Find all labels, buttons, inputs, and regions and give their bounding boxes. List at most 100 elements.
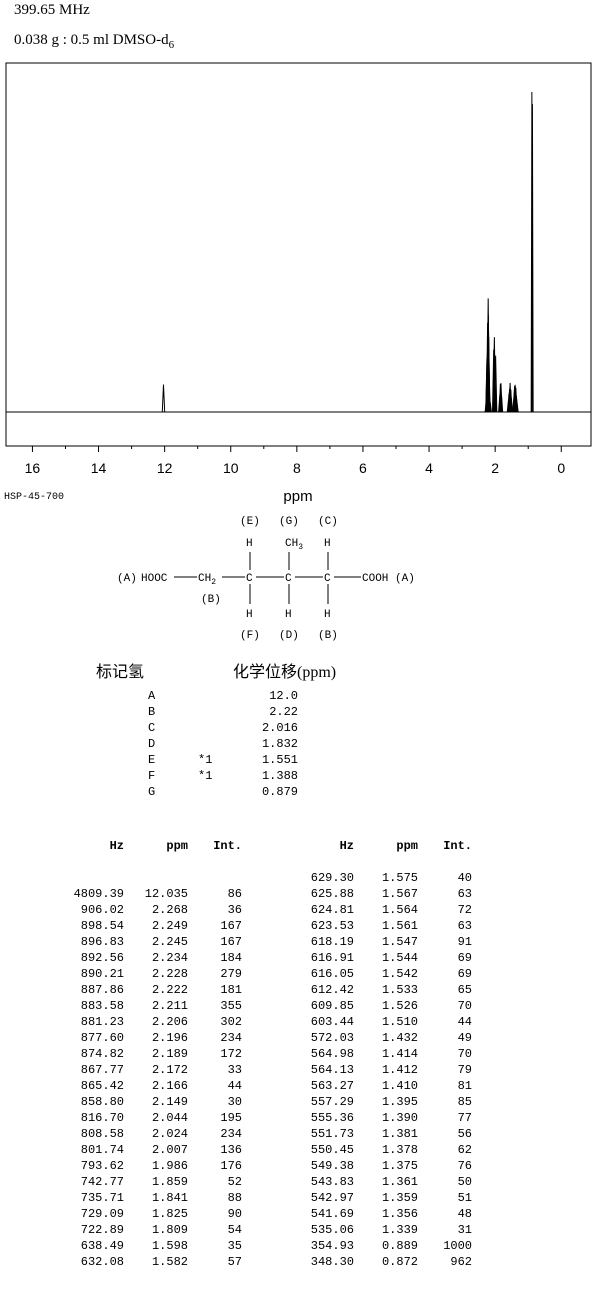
peak-int: 88 (227, 1191, 242, 1205)
peak-hz: 881.23 (80, 1015, 124, 1029)
peak-ppm: 1.561 (381, 919, 418, 933)
peak-hz: 793.62 (80, 1159, 124, 1173)
peak-row: 877.60 2.196 234 (56, 1030, 242, 1046)
ch3-group: CH3 (285, 538, 303, 552)
spectrum-peak (531, 104, 534, 413)
peak-row: 865.42 2.166 44 (56, 1078, 242, 1094)
label-b-bottom: (B) (318, 630, 338, 642)
peak-ppm: 1.359 (381, 1191, 418, 1205)
peak-int: 62 (457, 1143, 472, 1157)
peak-int: 176 (220, 1159, 242, 1173)
peak-int: 167 (220, 935, 242, 949)
assignment-shift: 1.832 (261, 737, 298, 751)
peak-ppm: 1.825 (151, 1207, 188, 1221)
assignment-note (198, 704, 250, 720)
peak-row: 801.74 2.007 136 (56, 1142, 242, 1158)
peak-hz: 632.08 (80, 1255, 124, 1269)
peak-int: 50 (457, 1175, 472, 1189)
peak-int: 184 (220, 951, 242, 965)
peak-int: 962 (450, 1255, 472, 1269)
peak-row: 629.30 1.575 40 (286, 870, 472, 886)
peak-hz: 898.54 (80, 919, 124, 933)
assignment-note: *1 (198, 769, 213, 783)
peak-hz: 535.06 (310, 1223, 354, 1237)
peak-row: 729.09 1.825 90 (56, 1206, 242, 1222)
header-spacer (56, 854, 242, 870)
peak-int: 48 (457, 1207, 472, 1221)
peak-hz: 735.71 (80, 1191, 124, 1205)
spectrum-peak (487, 356, 491, 413)
peak-int: 36 (227, 903, 242, 917)
carbon-3: C (324, 573, 331, 585)
peak-hz: 616.05 (310, 967, 354, 981)
peak-hz: 638.49 (80, 1239, 124, 1253)
sample-main-text: 0.038 g : 0.5 ml DMSO-d (14, 32, 169, 48)
peak-hz: 892.56 (80, 951, 124, 965)
peak-ppm: 2.024 (151, 1127, 188, 1141)
peak-hz: 563.27 (310, 1079, 354, 1093)
peak-int: 69 (457, 967, 472, 981)
peak-int: 79 (457, 1063, 472, 1077)
peak-int: 65 (457, 983, 472, 997)
assignment-row: C 2.016 (148, 720, 298, 736)
peak-ppm: 1.412 (381, 1063, 418, 1077)
peak-ppm: 1.859 (151, 1175, 188, 1189)
peak-int: 51 (457, 1191, 472, 1205)
peak-row: 906.02 2.268 36 (56, 902, 242, 918)
peak-ppm: 1.526 (381, 999, 418, 1013)
peak-int: 302 (220, 1015, 242, 1029)
peak-hz: 883.58 (80, 999, 124, 1013)
peak-hz: 616.91 (310, 951, 354, 965)
peak-hz: 550.45 (310, 1143, 354, 1157)
peak-row: 625.88 1.567 63 (286, 886, 472, 902)
peak-hz: 348.30 (310, 1255, 354, 1269)
assignment-label: E (148, 753, 156, 767)
peak-ppm: 1.575 (381, 871, 418, 885)
assignment-shift: 12.0 (269, 689, 298, 703)
x-tick-label: 10 (223, 460, 239, 476)
peak-row: 616.05 1.542 69 (286, 966, 472, 982)
peak-table-right: Hz ppm Int. 629.30 1.575 40 625.88 1.567 63 62… (286, 838, 472, 1270)
peak-ppm: 0.872 (381, 1255, 418, 1269)
peak-row: 742.77 1.859 52 (56, 1174, 242, 1190)
nmr-spectrum-chart: 16 14 12 10 8 6 4 2 0 ppm (5, 62, 592, 505)
peak-row: 572.03 1.432 49 (286, 1030, 472, 1046)
peak-row: 348.30 0.872 962 (286, 1254, 472, 1270)
peak-hz: 808.58 (80, 1127, 124, 1141)
peak-row: 616.91 1.544 69 (286, 950, 472, 966)
peak-hz: 801.74 (80, 1143, 124, 1157)
peak-ppm: 1.809 (151, 1223, 188, 1237)
peak-hz: 624.81 (310, 903, 354, 917)
label-g: (G) (279, 516, 299, 528)
assignment-label: G (148, 785, 156, 799)
peak-table-right-body: 629.30 1.575 40 625.88 1.567 63 624.81 1.564 72 6… (286, 870, 472, 1270)
label-a-left: (A) (117, 573, 137, 585)
peak-int: 279 (220, 967, 242, 981)
peak-ppm: 1.395 (381, 1095, 418, 1109)
peak-hz: 549.38 (310, 1159, 354, 1173)
peak-ppm: 1.510 (381, 1015, 418, 1029)
sample-description: 0.038 g : 0.5 ml DMSO-d6 (14, 32, 174, 51)
peak-int: 31 (457, 1223, 472, 1237)
x-tick-label: 4 (425, 460, 433, 476)
peak-hz: 816.70 (80, 1111, 124, 1125)
peak-int: 30 (227, 1095, 242, 1109)
spectrometer-frequency: 399.65 MHz (14, 2, 90, 18)
spectrum-peak (499, 394, 504, 413)
peak-row: 555.36 1.390 77 (286, 1110, 472, 1126)
h-top-c: H (324, 538, 331, 550)
assignment-label: F (148, 769, 156, 783)
peak-hz: 896.83 (80, 935, 124, 949)
peak-int: 49 (457, 1031, 472, 1045)
peak-int: 72 (457, 903, 472, 917)
peak-ppm: 2.149 (151, 1095, 188, 1109)
peak-ppm: 1.564 (381, 903, 418, 917)
peak-int: 69 (457, 951, 472, 965)
x-axis-label: ppm (283, 488, 312, 505)
peak-hz: 551.73 (310, 1127, 354, 1141)
peak-row: 4809.39 12.035 86 (56, 886, 242, 902)
assignment-note (198, 736, 250, 752)
peak-ppm: 2.044 (151, 1111, 188, 1125)
x-tick-label: 16 (25, 460, 41, 476)
peak-ppm: 1.986 (151, 1159, 188, 1173)
